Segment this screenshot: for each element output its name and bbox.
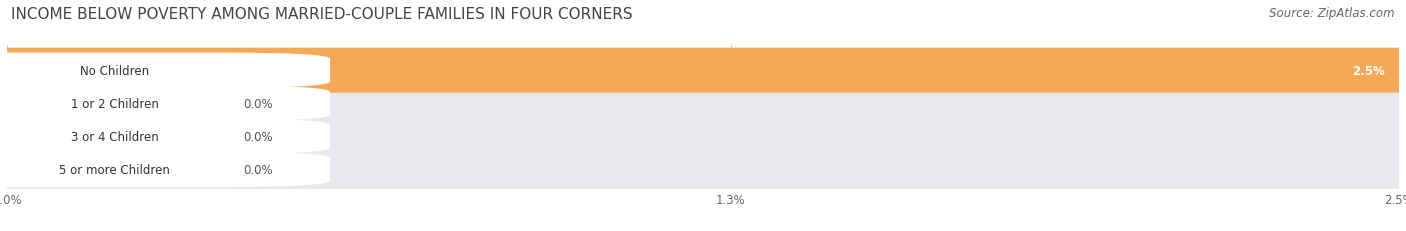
FancyBboxPatch shape <box>0 53 330 88</box>
FancyBboxPatch shape <box>0 152 330 187</box>
Text: 0.0%: 0.0% <box>243 130 273 143</box>
FancyBboxPatch shape <box>0 49 1406 93</box>
Text: INCOME BELOW POVERTY AMONG MARRIED-COUPLE FAMILIES IN FOUR CORNERS: INCOME BELOW POVERTY AMONG MARRIED-COUPL… <box>11 7 633 22</box>
Text: 0.0%: 0.0% <box>243 163 273 176</box>
Bar <box>7 89 1399 119</box>
FancyBboxPatch shape <box>0 82 1406 126</box>
FancyBboxPatch shape <box>0 119 330 154</box>
Text: No Children: No Children <box>80 64 149 77</box>
FancyBboxPatch shape <box>0 114 1406 159</box>
FancyBboxPatch shape <box>0 147 1406 192</box>
Text: 0.0%: 0.0% <box>243 97 273 110</box>
FancyBboxPatch shape <box>0 86 330 121</box>
Bar <box>7 122 1399 152</box>
Text: 1 or 2 Children: 1 or 2 Children <box>70 97 159 110</box>
FancyBboxPatch shape <box>0 49 1406 93</box>
Text: 2.5%: 2.5% <box>1353 64 1385 77</box>
Bar <box>7 56 1399 86</box>
Text: Source: ZipAtlas.com: Source: ZipAtlas.com <box>1270 7 1395 20</box>
Text: 5 or more Children: 5 or more Children <box>59 163 170 176</box>
Bar <box>7 155 1399 185</box>
Text: 3 or 4 Children: 3 or 4 Children <box>72 130 159 143</box>
